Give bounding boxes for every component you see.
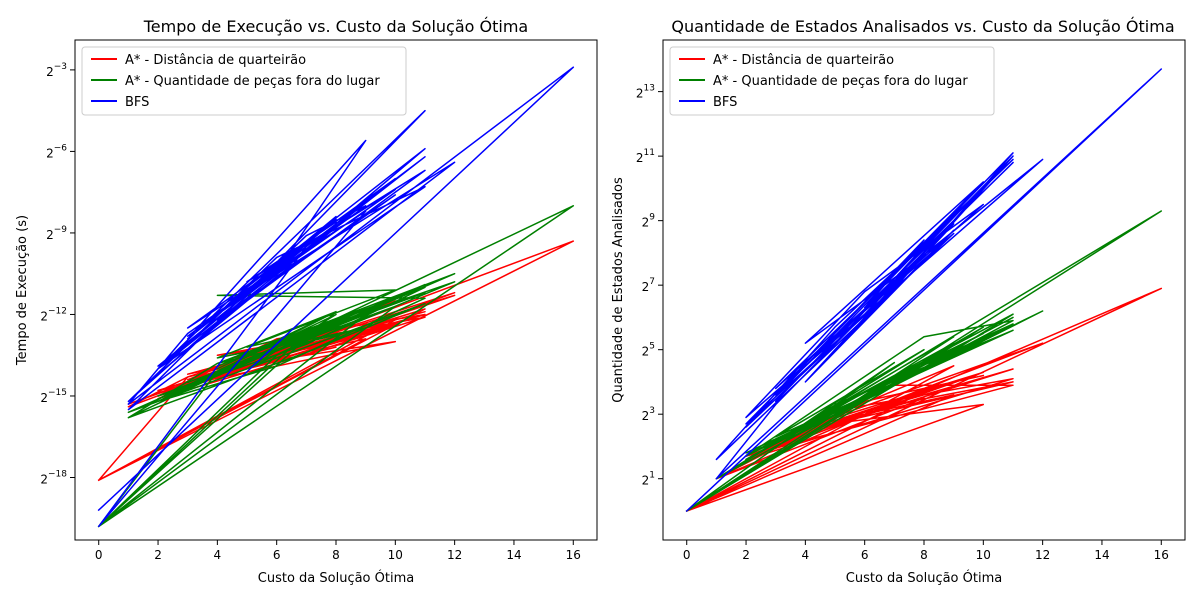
right-legend-label-green: A* - Quantidade de peças fora do lugar	[713, 74, 968, 89]
right-legend: A* - Distância de quarteirão A* - Quanti…	[669, 46, 995, 116]
left-series-line-3	[97, 66, 575, 528]
left-legend-box	[81, 46, 407, 116]
right-y-tick-label: 27	[642, 277, 655, 294]
right-plot-area	[685, 68, 1163, 513]
right-series-line-3	[685, 68, 1163, 513]
right-legend-label-red: A* - Distância de quarteirão	[713, 53, 894, 68]
right-y-tick-label: 21	[642, 471, 655, 488]
right-y-tick-label: 213	[636, 84, 655, 101]
left-x-tick-label: 10	[388, 548, 403, 562]
left-y-tick-label: 2−15	[40, 388, 67, 405]
left-chart-title: Tempo de Execução vs. Custo da Solução Ó…	[143, 17, 528, 36]
right-series-line-2	[685, 210, 1163, 513]
right-y-tick-label: 25	[642, 342, 655, 359]
right-x-axis-label: Custo da Solução Ótima	[846, 570, 1002, 586]
right-y-tick-label: 23	[642, 406, 655, 423]
left-x-tick-label: 2	[154, 548, 162, 562]
left-x-tick-label: 12	[447, 548, 462, 562]
right-chart-title: Quantidade de Estados Analisados vs. Cus…	[671, 17, 1174, 36]
right-y-ticks: 21 23 25 27 29 211 213	[636, 84, 663, 488]
left-x-tick-label: 4	[214, 548, 222, 562]
left-legend-label-red: A* - Distância de quarteirão	[125, 53, 306, 68]
left-series-line-1	[97, 240, 575, 482]
right-x-ticks: 0 2 4 6 8 10 12 14 16	[683, 540, 1169, 562]
left-legend-label-green: A* - Quantidade de peças fora do lugar	[125, 74, 380, 89]
right-subplot: Quantidade de Estados Analisados vs. Cus…	[611, 17, 1186, 586]
left-y-axis-label: Tempo de Execução (s)	[15, 215, 30, 366]
right-y-tick-label: 29	[642, 213, 656, 230]
left-x-tick-label: 16	[566, 548, 581, 562]
left-x-ticks: 0 2 4 6 8 10 12 14 16	[95, 540, 581, 562]
right-x-tick-label: 0	[683, 548, 691, 562]
right-x-tick-label: 14	[1094, 548, 1109, 562]
right-x-tick-label: 2	[742, 548, 750, 562]
right-legend-box	[669, 46, 995, 116]
right-x-tick-label: 10	[976, 548, 991, 562]
left-y-tick-label: 2−9	[46, 225, 67, 242]
right-x-tick-label: 8	[920, 548, 928, 562]
left-y-tick-label: 2−6	[46, 143, 67, 160]
left-y-tick-label: 2−12	[40, 306, 67, 323]
left-y-ticks: 2−18 2−15 2−12 2−9 2−6 2−3	[40, 62, 75, 487]
right-x-tick-label: 16	[1154, 548, 1169, 562]
left-x-tick-label: 14	[506, 548, 521, 562]
left-y-tick-label: 2−18	[40, 470, 67, 487]
right-y-tick-label: 211	[636, 148, 655, 165]
right-y-axis-label: Quantidade de Estados Analisados	[611, 177, 626, 403]
right-x-tick-label: 4	[802, 548, 810, 562]
right-x-tick-label: 6	[861, 548, 869, 562]
left-plot-area	[97, 66, 575, 528]
left-subplot: Tempo de Execução vs. Custo da Solução Ó…	[15, 17, 598, 586]
left-legend-label-blue: BFS	[125, 95, 149, 110]
left-legend: A* - Distância de quarteirão A* - Quanti…	[81, 46, 407, 116]
left-y-tick-label: 2−3	[46, 62, 67, 79]
right-legend-label-blue: BFS	[713, 95, 737, 110]
left-x-tick-label: 8	[332, 548, 340, 562]
left-x-tick-label: 6	[273, 548, 281, 562]
right-series-line-1	[685, 287, 1163, 512]
left-x-tick-label: 0	[95, 548, 103, 562]
left-x-axis-label: Custo da Solução Ótima	[258, 570, 414, 586]
right-x-tick-label: 12	[1035, 548, 1050, 562]
